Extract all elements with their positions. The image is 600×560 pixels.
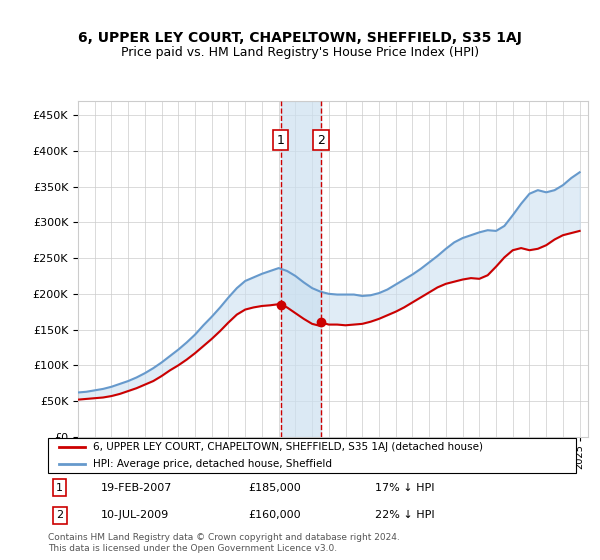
Text: 22% ↓ HPI: 22% ↓ HPI (376, 510, 435, 520)
Text: Price paid vs. HM Land Registry's House Price Index (HPI): Price paid vs. HM Land Registry's House … (121, 46, 479, 59)
FancyBboxPatch shape (48, 438, 576, 473)
Text: Contains HM Land Registry data © Crown copyright and database right 2024.
This d: Contains HM Land Registry data © Crown c… (48, 533, 400, 553)
Bar (281, 101, 321, 437)
Text: £185,000: £185,000 (248, 483, 301, 493)
Text: 1: 1 (56, 483, 63, 493)
Text: 2: 2 (56, 510, 63, 520)
Text: 2: 2 (317, 134, 325, 147)
Text: 17% ↓ HPI: 17% ↓ HPI (376, 483, 435, 493)
Text: 19-FEB-2007: 19-FEB-2007 (101, 483, 172, 493)
Text: 10-JUL-2009: 10-JUL-2009 (101, 510, 169, 520)
Text: £160,000: £160,000 (248, 510, 301, 520)
Text: 1: 1 (277, 134, 284, 147)
Text: 6, UPPER LEY COURT, CHAPELTOWN, SHEFFIELD, S35 1AJ: 6, UPPER LEY COURT, CHAPELTOWN, SHEFFIEL… (78, 31, 522, 45)
Text: 6, UPPER LEY COURT, CHAPELTOWN, SHEFFIELD, S35 1AJ (detached house): 6, UPPER LEY COURT, CHAPELTOWN, SHEFFIEL… (93, 442, 483, 452)
Text: HPI: Average price, detached house, Sheffield: HPI: Average price, detached house, Shef… (93, 459, 332, 469)
